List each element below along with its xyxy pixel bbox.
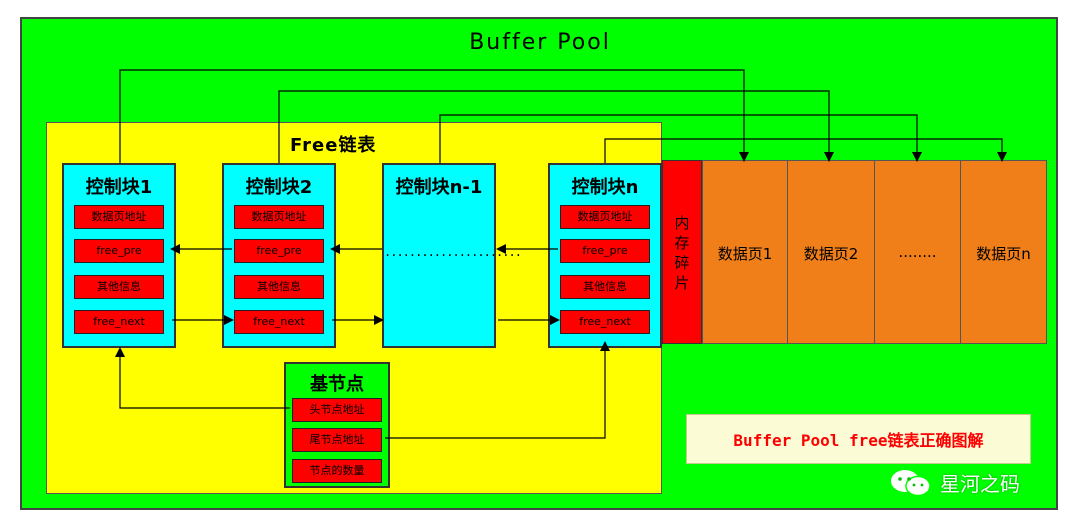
data-page-ellipsis: ........ — [874, 160, 961, 344]
data-page-label: 数据页n — [976, 245, 1031, 263]
caption-note: Buffer Pool free链表正确图解 — [686, 414, 1031, 464]
field-free-pre: free_pre — [74, 239, 164, 263]
data-page-label: 数据页2 — [803, 245, 859, 263]
control-block-title: 控制块2 — [245, 177, 313, 198]
field-other-info: 其他信息 — [234, 275, 324, 299]
control-block-2: 控制块2 数据页地址 free_pre 其他信息 free_next — [222, 163, 336, 348]
ellipsis: ...................... — [384, 245, 522, 259]
field-other-info: 其他信息 — [560, 275, 650, 299]
buffer-pool-title: Buffer Pool — [469, 30, 611, 55]
control-block-title: 控制块n-1 — [395, 177, 483, 198]
control-block-title: 控制块1 — [85, 177, 153, 198]
memory-fragment: 内存碎片 — [662, 160, 702, 344]
control-block-title: 控制块n — [571, 177, 639, 198]
field-free-pre: free_pre — [560, 239, 650, 263]
field-node-count: 节点的数量 — [292, 459, 382, 483]
field-page-address: 数据页地址 — [74, 205, 164, 229]
field-tail-address: 尾节点地址 — [292, 428, 382, 452]
field-other-info: 其他信息 — [74, 275, 164, 299]
brand-name: 星河之码 — [940, 472, 1020, 496]
data-page-1: 数据页1 — [702, 160, 788, 344]
field-free-next: free_next — [74, 310, 164, 334]
caption-text: Buffer Pool free链表正确图解 — [733, 431, 984, 450]
control-block-1: 控制块1 数据页地址 free_pre 其他信息 free_next — [62, 163, 176, 348]
data-page-label: ........ — [898, 243, 937, 261]
base-node-title: 基节点 — [310, 374, 364, 395]
field-page-address: 数据页地址 — [234, 205, 324, 229]
field-free-next: free_next — [234, 310, 324, 334]
free-list-title: Free链表 — [290, 135, 377, 156]
wechat-icon — [891, 470, 931, 497]
data-page-label: 数据页1 — [717, 245, 773, 263]
data-page-n: 数据页n — [960, 160, 1047, 344]
field-free-pre: free_pre — [234, 239, 324, 263]
memory-fragment-label: 内存碎片 — [674, 214, 690, 292]
control-block-n: 控制块n 数据页地址 free_pre 其他信息 free_next — [548, 163, 662, 348]
field-free-next: free_next — [560, 310, 650, 334]
field-page-address: 数据页地址 — [560, 205, 650, 229]
control-block-n-minus-1: 控制块n-1 ...................... — [382, 163, 522, 348]
field-head-address: 头节点地址 — [292, 398, 382, 422]
data-page-2: 数据页2 — [787, 160, 875, 344]
base-node: 基节点 头节点地址 尾节点地址 节点的数量 — [284, 362, 390, 488]
